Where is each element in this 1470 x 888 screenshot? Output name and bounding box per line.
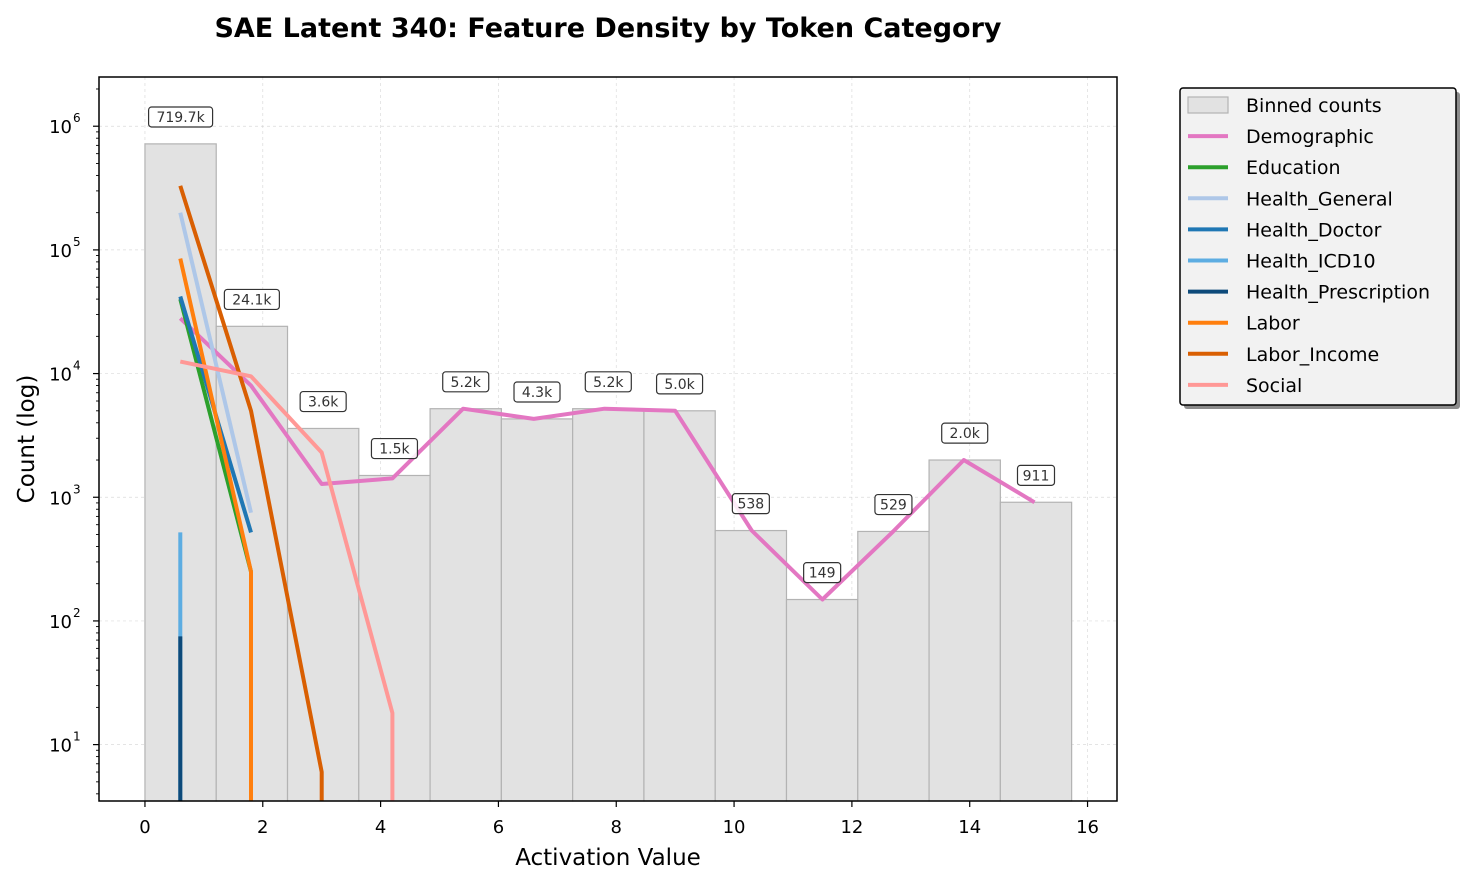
x-tick-label: 0 xyxy=(139,817,150,838)
legend-label: Health_Doctor xyxy=(1246,219,1382,241)
bar-label-box xyxy=(803,562,842,584)
histogram-bar xyxy=(999,501,1073,802)
y-tick-label: 10 xyxy=(49,488,72,509)
bar-value-label: 5.0k xyxy=(664,377,695,393)
histogram-bar xyxy=(429,408,502,802)
bar-value-label: 529 xyxy=(880,498,907,514)
bar-value-label: 911 xyxy=(1023,468,1050,484)
x-tick-label: 14 xyxy=(958,817,981,838)
x-axis-label: Activation Value xyxy=(515,845,701,871)
y-axis-label: Count (log) xyxy=(14,375,40,504)
bar-label-box xyxy=(442,371,490,393)
y-tick-exponent: 5 xyxy=(73,235,81,249)
histogram-bar xyxy=(358,474,431,802)
legend-swatch-binned xyxy=(1187,96,1229,114)
histogram-bar xyxy=(857,530,930,802)
x-tick-label: 2 xyxy=(257,817,268,838)
lines-layer xyxy=(178,185,1036,801)
y-tick-exponent: 6 xyxy=(73,111,81,125)
plot-frame xyxy=(98,76,1118,802)
histogram-bar xyxy=(572,408,645,802)
legend-label: Health_ICD10 xyxy=(1246,251,1376,273)
bar-label-box xyxy=(299,390,347,413)
y-tick-exponent: 3 xyxy=(73,482,81,496)
legend-box xyxy=(1179,87,1457,406)
histogram-bar xyxy=(785,598,859,802)
bar-label-box xyxy=(584,371,632,393)
x-tick-label: 10 xyxy=(723,817,746,838)
y-tick-label: 10 xyxy=(49,241,72,262)
legend-label: Demographic xyxy=(1246,126,1374,148)
bar-label-box xyxy=(731,493,770,515)
y-tick-label: 10 xyxy=(49,736,72,757)
y-tick-exponent: 1 xyxy=(73,730,81,744)
bars-layer xyxy=(144,143,1073,802)
histogram-bar xyxy=(928,459,1001,802)
series-line-labor xyxy=(178,258,253,801)
legend-label: Health_General xyxy=(1246,188,1393,210)
bar-label-box xyxy=(147,106,214,128)
bar-label-box xyxy=(874,493,913,516)
bar-label-box xyxy=(1016,464,1056,486)
x-tick-label: 8 xyxy=(611,817,622,838)
x-tick-label: 6 xyxy=(493,817,504,838)
bar-value-label: 538 xyxy=(737,497,764,513)
bar-value-label: 5.2k xyxy=(593,375,624,391)
y-tick-label: 10 xyxy=(49,612,72,633)
bar-labels-layer: 719.7k 24.1k 3.6k 1.5k 5.2k 4.3k 5.2k 5.0k 538 14… xyxy=(147,106,1056,584)
legend-label: Health_Prescription xyxy=(1246,282,1430,304)
x-axis: 0 2 4 6 8 10 12 14 16 xyxy=(139,801,1099,838)
series-line-demographic xyxy=(178,316,1036,602)
bar-value-label: 149 xyxy=(809,566,836,582)
bar-label-box xyxy=(513,381,561,403)
series-line-health-general xyxy=(178,212,253,514)
y-tick-label: 10 xyxy=(49,117,72,138)
x-tick-label: 12 xyxy=(840,817,863,838)
bar-value-label: 1.5k xyxy=(379,442,410,458)
bar-value-label: 719.7k xyxy=(156,110,205,126)
histogram-bar xyxy=(643,410,716,802)
histogram-bar xyxy=(500,418,574,802)
legend-label: Education xyxy=(1246,157,1341,179)
bar-value-label: 2.0k xyxy=(950,426,981,442)
bar-value-label: 3.6k xyxy=(308,395,339,411)
legend-label: Labor xyxy=(1246,313,1300,335)
bar-label-box xyxy=(370,437,419,460)
x-tick-label: 16 xyxy=(1076,817,1099,838)
series-line-social xyxy=(179,359,395,801)
bar-value-label: 24.1k xyxy=(232,292,272,308)
bar-value-label: 4.3k xyxy=(522,385,553,401)
legend-label: Labor_Income xyxy=(1246,344,1379,366)
legend: Binned counts Demographic Education Health_… xyxy=(1179,87,1460,409)
y-tick-label: 10 xyxy=(49,365,72,386)
bar-label-box xyxy=(223,288,280,311)
y-tick-exponent: 4 xyxy=(73,359,81,373)
legend-label: Social xyxy=(1246,375,1302,397)
bar-label-box xyxy=(655,373,704,395)
x-tick-label: 4 xyxy=(375,817,386,838)
bar-value-label: 5.2k xyxy=(451,375,482,391)
chart-title: SAE Latent 340: Feature Density by Token… xyxy=(214,13,1001,44)
histogram-bar xyxy=(714,529,788,802)
y-tick-exponent: 2 xyxy=(73,606,81,620)
series-line-labor-income xyxy=(178,185,324,801)
legend-label: Binned counts xyxy=(1246,95,1382,117)
bar-label-box xyxy=(941,422,989,444)
